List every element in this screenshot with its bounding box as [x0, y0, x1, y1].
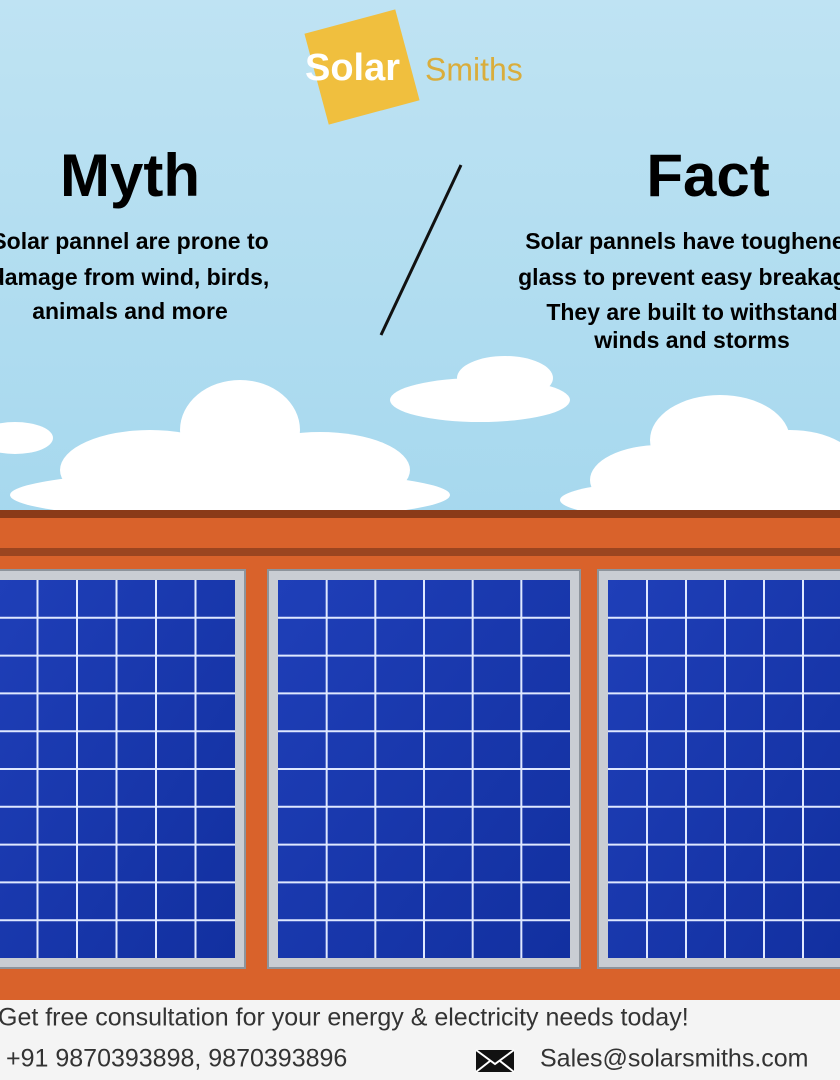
- fact-line: They are built to withstand: [546, 299, 837, 325]
- logo-smiths: Smiths: [425, 51, 523, 87]
- myth-line: animals and more: [32, 298, 228, 324]
- myth-line: damage from wind, birds,: [0, 264, 269, 290]
- fact-line: glass to prevent easy breakage.: [518, 264, 840, 290]
- myth-heading: Myth: [60, 142, 200, 209]
- myth-text: Solar pannel are prone to damage from win…: [0, 228, 269, 324]
- fact-line: winds and storms: [593, 327, 790, 353]
- footer-email: Sales@solarsmiths.com: [540, 1045, 809, 1073]
- fact-text: Solar pannels have toughened glass to pre…: [518, 228, 840, 353]
- email-icon: [475, 1049, 515, 1073]
- roof-edge: [0, 510, 840, 518]
- footer-tagline: Get free consultation for your energy & …: [0, 1004, 689, 1032]
- logo-mark: [304, 9, 420, 125]
- myth-line: Solar pannel are prone to: [0, 228, 269, 254]
- divider: [379, 164, 463, 336]
- logo-solar: Solar: [305, 47, 400, 89]
- fact-heading: Fact: [646, 142, 769, 209]
- solar-panels: [0, 569, 840, 969]
- roof-ridge: [0, 548, 840, 556]
- footer: [0, 1000, 840, 1080]
- footer-phone: +91 9870393898, 9870393896: [6, 1045, 347, 1073]
- fact-line: Solar pannels have toughened: [525, 228, 840, 254]
- clouds: [0, 356, 840, 522]
